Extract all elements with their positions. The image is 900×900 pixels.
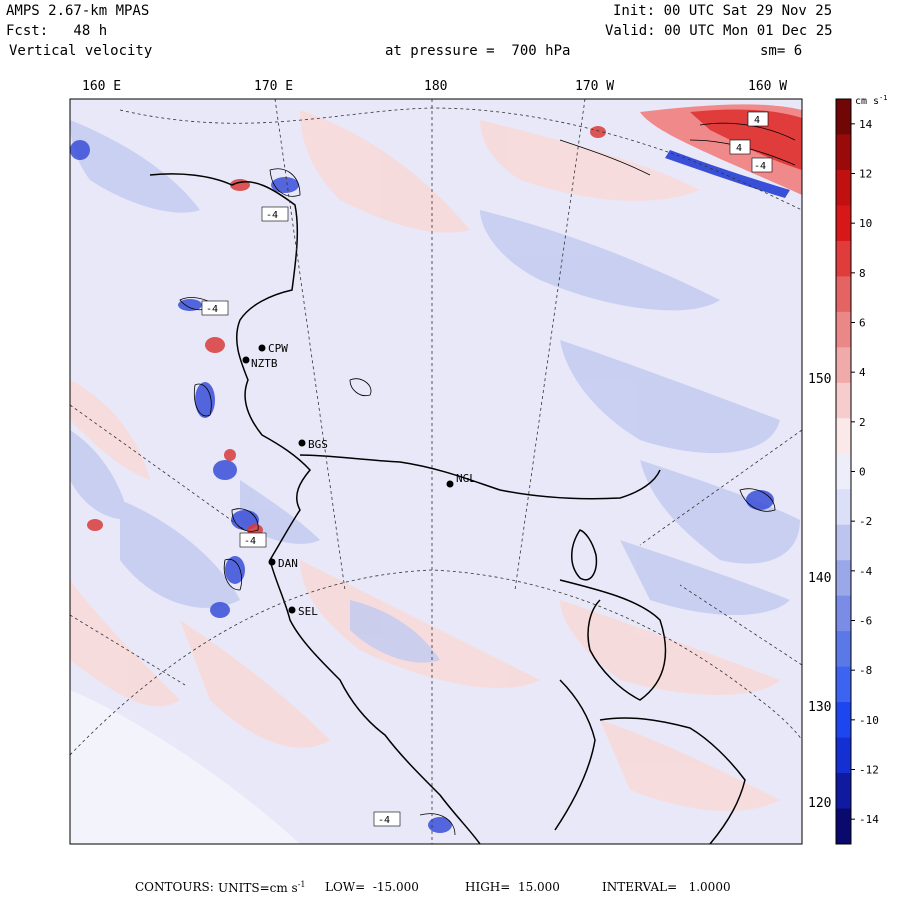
stations: CPW NZTB BGS NGL DAN SEL [242,342,476,618]
colorbar-ticks: 14 12 10 8 6 4 2 0 -2 -4 -6 -8 -10 -12 -14 [851,118,879,826]
graticule [70,99,802,844]
station-label-ngl: NGL [456,472,476,485]
station-marker-ngl [446,480,454,488]
colorbar-swatch [836,311,851,348]
colorbar-tick-label: 8 [859,267,866,280]
colorbar-tick-label: 0 [859,466,866,479]
footer-units: UNITS=cm s-1 [218,880,306,895]
contour-label-6: -4 [754,161,766,172]
weak-upward-areas [70,110,780,811]
colorbar-swatch [836,99,851,135]
colorbar-tick-label: 10 [859,217,872,230]
colorbar-tick-label: -10 [859,714,879,727]
colorbar-swatch [836,595,851,632]
lon-label-170w: 170 W [575,79,614,94]
pressure-level: at pressure = 700 hPa [385,43,571,59]
low-signal-region [70,690,300,844]
colorbar-unit: cm s-1 [855,94,888,107]
colorbar-tick-label: -8 [859,664,872,677]
contour-label-7: -4 [378,815,390,826]
colorbar-tick-label: -12 [859,764,879,777]
contour-label-1: -4 [266,210,278,221]
colorbar-tick-label: 14 [859,118,873,131]
station-label-nztb: NZTB [251,357,278,370]
map-frame [69,98,803,845]
colorbar-swatch [836,205,851,242]
colorbar-swatch [836,276,851,313]
colorbar-swatch [836,134,851,171]
colorbar-swatch [836,702,851,739]
colorbar [835,98,852,845]
strong-upward-cells [87,126,606,536]
contour-label-3: -4 [244,536,256,547]
colorbar-tick-label: 12 [859,168,872,181]
footer-high: HIGH= 15.000 [465,880,560,894]
coastline [149,173,746,844]
model-title: AMPS 2.67-km MPAS [6,3,150,19]
footer-low: LOW= -15.000 [325,880,419,894]
colorbar-tick-label: 4 [859,366,866,379]
variable-name: Vertical velocity [9,43,153,59]
lon-label-160e: 160 E [82,79,121,94]
colorbar-swatch [836,524,851,561]
station-label-cpw: CPW [268,342,288,355]
colorbar-tick-label: -14 [859,813,879,826]
colorbar-swatch [836,347,851,384]
contour-label-5: 4 [736,143,742,154]
station-marker-dan [268,558,276,566]
colorbar-tick-label: -6 [859,615,872,628]
footer-interval: INTERVAL= 1.0000 [602,880,731,894]
colorbar-tick-label: 6 [859,317,866,330]
station-label-dan: DAN [278,557,298,570]
contour-lines [179,122,796,836]
station-label-bgs: BGS [308,438,328,451]
contour-label-4: 4 [754,115,760,126]
station-label-sel: SEL [298,605,318,618]
colorbar-swatch [836,382,851,419]
colorbar-swatch [836,418,851,455]
colorbar-swatch [836,808,851,845]
footer-contours-label: CONTOURS: [135,880,214,894]
contour-labels: -4 -4 -4 4 4 -4 -4 [201,111,773,827]
station-marker-sel [288,606,296,614]
smoothing-value: sm= 6 [760,43,803,59]
colorbar-tick-label: -2 [859,515,872,528]
valid-time: Valid: 00 UTC Mon 01 Dec 25 [605,23,833,39]
downward-band [665,150,790,198]
lon-label-170e: 170 E [254,79,293,94]
weak-downward-areas [70,120,800,663]
colorbar-swatch [836,666,851,703]
colorbar-swatch [836,489,851,526]
colorbar-tick-label: 2 [859,416,866,429]
station-marker-cpw [258,344,266,352]
forecast-hour: Fcst: 48 h [6,23,108,39]
colorbar-swatch [836,737,851,774]
station-marker-bgs [298,439,306,447]
colorbar-swatch [836,773,851,810]
colorbar-swatch [836,169,851,206]
contour-label-2: -4 [206,304,218,315]
colorbar-tick-label: -4 [859,565,873,578]
lon-label-180: 180 [424,79,447,94]
colorbar-swatch [836,453,851,490]
init-time: Init: 00 UTC Sat 29 Nov 25 [613,3,833,19]
colorbar-swatch [836,631,851,668]
colorbar-swatch [836,560,851,597]
lon-label-160w: 160 W [748,79,787,94]
station-marker-nztb [242,356,250,364]
colorbar-swatch [836,240,851,277]
